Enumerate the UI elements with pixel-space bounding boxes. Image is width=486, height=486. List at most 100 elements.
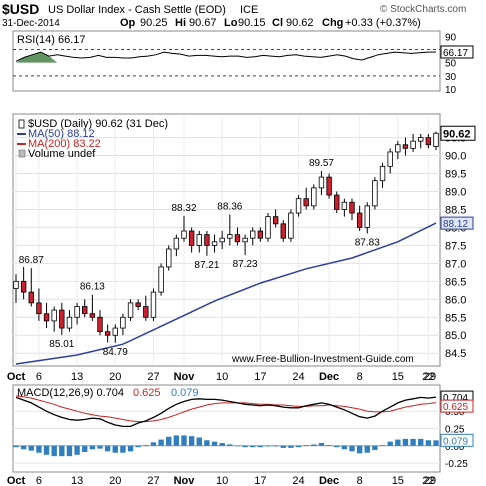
rsi-legend: RSI(14) 66.17 [17, 34, 85, 46]
date-axis-label: 8 [357, 475, 363, 486]
candles [13, 131, 439, 343]
candle-body [158, 266, 164, 293]
candle-body [135, 302, 141, 307]
candle-body [334, 194, 340, 210]
macd-hist-bar [51, 445, 57, 457]
candle-body [349, 201, 355, 214]
candle-body [356, 212, 363, 228]
candle-body [66, 316, 73, 329]
cl-label: Cl [272, 17, 283, 29]
candle-body [402, 144, 409, 149]
date-axis-label: 15 [392, 371, 404, 383]
candle-body [104, 331, 111, 336]
macd-hist-bar [257, 445, 264, 448]
macd-hist-bar [20, 445, 27, 450]
rsi-fill-area [16, 52, 58, 63]
date-axis-label: 6 [36, 371, 42, 383]
price-annotation-label: 86.87 [19, 255, 44, 266]
last-price-tag-box [440, 125, 476, 141]
candle-body [433, 132, 439, 147]
candle-body [143, 306, 149, 318]
date-axis-label: 29 [424, 475, 436, 486]
macd-hist-bar [89, 445, 96, 450]
macd-tick-label: 0.25 [445, 425, 465, 436]
price-tick-label: 84.5 [445, 348, 466, 360]
rsi-series-line [15, 51, 437, 62]
candle-body [173, 237, 180, 250]
hi-label: Hi [175, 17, 186, 29]
macd-hist-bar [242, 445, 248, 448]
source-watermark: www.Free-Bullion-Investment-Guide.com [231, 354, 414, 365]
candle-body [250, 230, 256, 239]
candle-body [36, 302, 42, 315]
macd-hist-bar [349, 445, 355, 452]
candle-body [13, 280, 19, 289]
candle-body [318, 176, 325, 189]
candle-body [257, 230, 264, 239]
rsi-overbought-fill [16, 52, 58, 63]
candle-body [219, 237, 225, 243]
candle-body [97, 316, 103, 333]
macd-hist-bar [82, 445, 88, 453]
cl-value: 90.62 [286, 17, 314, 29]
candle-body [341, 201, 348, 210]
date-axis-label: Oct [7, 475, 26, 486]
stockcharts-watermark: © StockCharts.com [380, 4, 466, 15]
macd-hist-bar [43, 445, 50, 455]
macd-hist-bar [188, 436, 195, 446]
last-price-tag-text: 90.62 [443, 128, 471, 140]
price-tick-label: 86.5 [445, 276, 466, 288]
date-axis-label: 29 [424, 371, 436, 383]
macd-hist-bar [295, 445, 302, 448]
candle-body [188, 230, 195, 246]
price-annotation-label: 86.13 [80, 282, 105, 293]
rsi-tick-label: 30 [445, 72, 457, 83]
date-axis-label: Oct [7, 371, 26, 383]
candle-body [127, 302, 134, 318]
date-axis-label: Nov [174, 371, 196, 383]
price-tick-label: 87.5 [445, 240, 466, 252]
price-annotation-label: 87.83 [355, 238, 380, 249]
macd-hist-bar [318, 443, 325, 446]
price-legend-text: $USD (Daily) 90.62 (31 Dec) [28, 118, 168, 130]
date-axis-label: 13 [71, 475, 83, 486]
candle-body [311, 187, 317, 207]
macd-grid [13, 410, 440, 464]
date-axis-label: Nov [174, 475, 196, 486]
price-annotation-label: 87.21 [194, 260, 219, 271]
date-axis-label: 24 [292, 371, 304, 383]
rsi-line [15, 51, 437, 62]
candle-body [51, 309, 57, 322]
macd-lines [15, 395, 437, 428]
macd-hist-bar [36, 445, 42, 453]
rsi-value-tag-box [440, 45, 474, 59]
candle-body [150, 291, 157, 318]
price-annotations: 86.87 85.01 86.13 84.79 88.32 87.21 88.36 87.23… [19, 158, 380, 358]
macd-hist-bar [74, 445, 80, 455]
macd-tick-labels: 0.50 0.25 0.00 -0.25 [445, 407, 468, 470]
date-axis-label: 22 [422, 371, 434, 383]
chg-label: Chg [322, 17, 343, 29]
macd-hist-bar [120, 445, 126, 453]
macd-legend-text: 0.079 [171, 387, 199, 399]
candle-body [112, 327, 118, 336]
chg-value: +0.33 (+0.37%) [345, 17, 421, 29]
price-tick-label: 87.0 [445, 258, 466, 270]
op-label: Op [120, 17, 136, 29]
date-axis-label: 15 [392, 475, 404, 486]
macd-hist-bar [402, 438, 409, 446]
exchange: ICE [240, 4, 258, 16]
macd-hist-bar [66, 445, 73, 457]
price-value-tags: 90.62 88.12 [440, 125, 476, 230]
date-axis-label: 17 [254, 371, 266, 383]
macd-hist-bar [127, 445, 134, 452]
macd-legend-text: MACD(12,26,9) 0.704 [17, 387, 124, 399]
date-axis-label: 13 [71, 371, 83, 383]
macd-hist-bar [341, 445, 348, 450]
candle-body [89, 313, 96, 318]
candle-body [43, 313, 50, 322]
macd-hist-bar [143, 445, 149, 446]
candle-body [265, 216, 271, 239]
candle-body [227, 234, 233, 239]
